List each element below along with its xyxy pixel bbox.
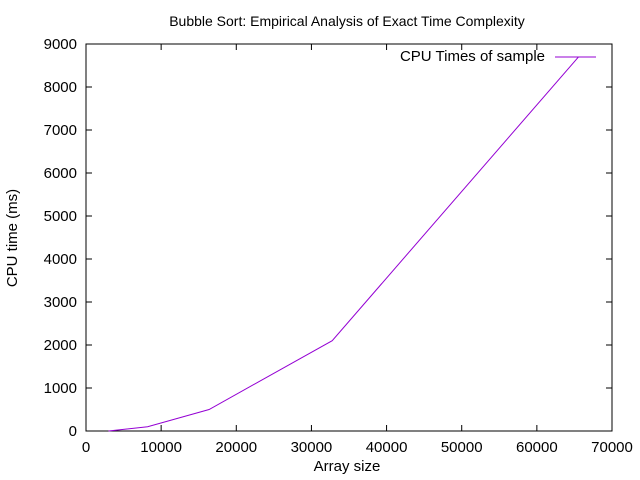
legend-label: CPU Times of sample: [400, 48, 545, 65]
series-line: [108, 56, 579, 432]
x-tick-label: 0: [82, 439, 90, 456]
y-tick-label: 9000: [44, 36, 77, 53]
x-tick-label: 60000: [516, 439, 558, 456]
y-axis: 0 1000 2000 3000 4000 5000 6000 7000 8000 9000: [44, 36, 612, 440]
x-axis: 0 10000 20000 30000 40000 50000 60000 70000: [82, 44, 633, 456]
x-tick-label: 40000: [366, 439, 408, 456]
y-tick-label: 7000: [44, 122, 77, 139]
chart-title: Bubble Sort: Empirical Analysis of Exact…: [169, 13, 525, 29]
series-layer: [108, 56, 579, 432]
plot-area: [85, 43, 613, 432]
x-tick-label: 20000: [215, 439, 257, 456]
y-tick-label: 8000: [44, 79, 77, 96]
y-axis-label: CPU time (ms): [4, 189, 21, 287]
x-tick-label: 50000: [441, 439, 483, 456]
x-tick-label: 10000: [140, 439, 182, 456]
y-tick-label: 4000: [44, 251, 77, 268]
x-tick-label: 70000: [591, 439, 633, 456]
x-axis-label: Array size: [314, 458, 381, 475]
y-tick-label: 5000: [44, 208, 77, 225]
legend: CPU Times of sample: [400, 48, 596, 65]
y-tick-label: 0: [69, 423, 77, 440]
y-tick-label: 3000: [44, 294, 77, 311]
x-tick-label: 30000: [291, 439, 333, 456]
y-tick-label: 6000: [44, 165, 77, 182]
y-tick-label: 2000: [44, 337, 77, 354]
plot-frame: [85, 43, 613, 432]
y-tick-label: 1000: [44, 380, 77, 397]
